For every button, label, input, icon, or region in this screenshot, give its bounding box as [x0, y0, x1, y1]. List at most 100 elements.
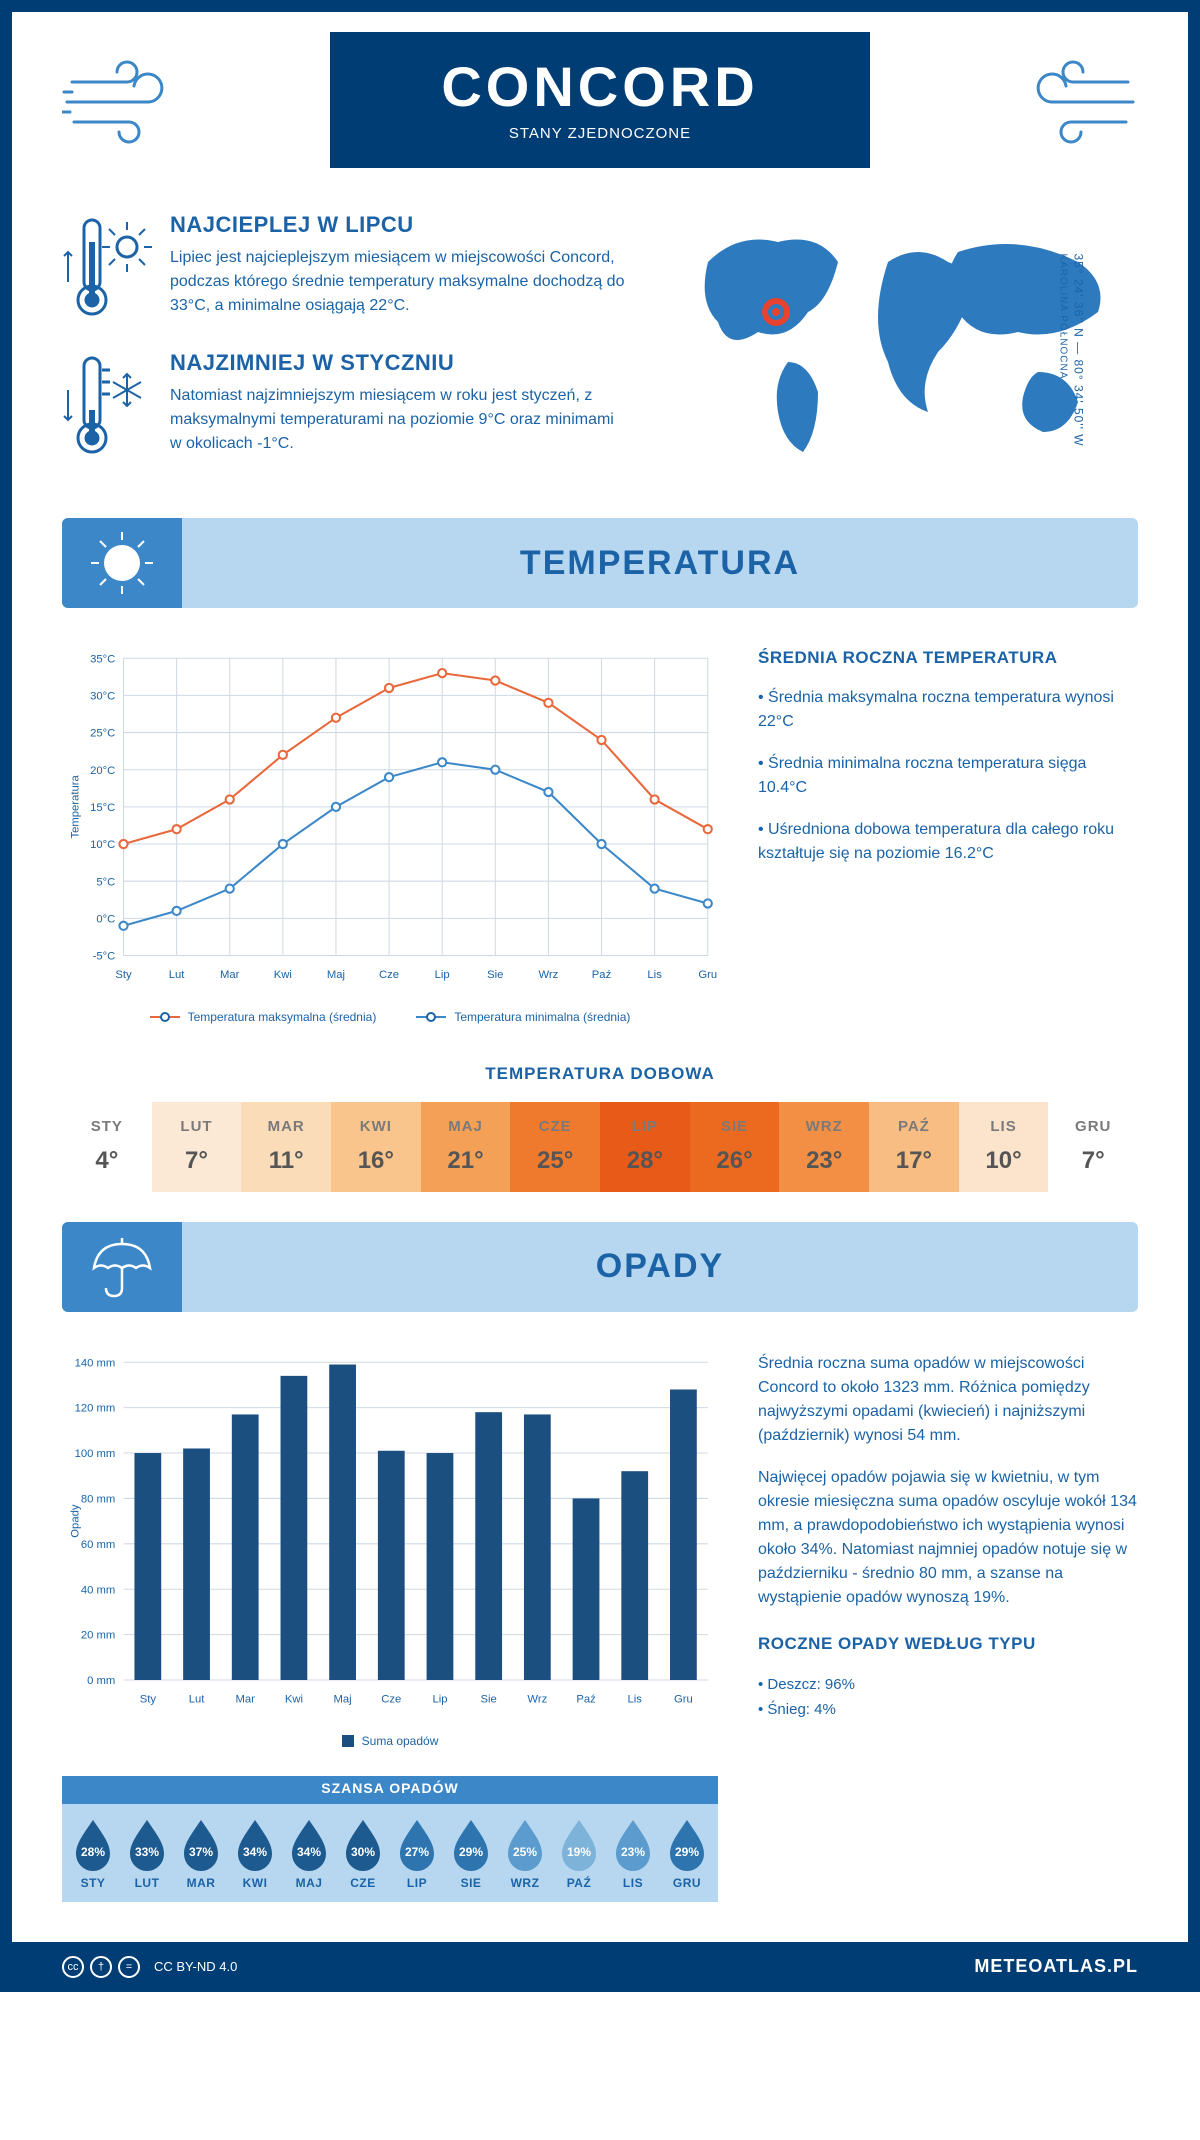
- daily-temp-title: TEMPERATURA DOBOWA: [62, 1064, 1138, 1084]
- svg-text:Lip: Lip: [435, 969, 450, 981]
- svg-text:28%: 28%: [81, 1845, 105, 1859]
- world-map: 35° 24' 36'' N — 80° 34' 50'' W KAROLINA…: [658, 212, 1138, 488]
- rain-chance-drop: 33% LUT: [120, 1816, 174, 1890]
- fact-text: Natomiast najzimniejszym miesiącem w rok…: [170, 384, 628, 456]
- svg-text:20°C: 20°C: [90, 765, 115, 777]
- daily-temp-cell: MAJ21°: [421, 1102, 511, 1192]
- rain-chance-drop: 23% LIS: [606, 1816, 660, 1890]
- fact-warmest: NAJCIEPLEJ W LIPCU Lipiec jest najcieple…: [62, 212, 628, 322]
- bullet: • Średnia minimalna roczna temperatura s…: [758, 752, 1138, 800]
- daily-temp-cell: CZE25°: [510, 1102, 600, 1192]
- daily-temp-cell: MAR11°: [241, 1102, 331, 1192]
- section-title: OPADY: [182, 1247, 1138, 1286]
- thermometer-cold-icon: [62, 350, 152, 460]
- svg-text:5°C: 5°C: [96, 876, 115, 888]
- bullet: • Śnieg: 4%: [758, 1697, 1138, 1723]
- svg-text:120 mm: 120 mm: [75, 1402, 116, 1414]
- daily-temp-cell: STY4°: [62, 1102, 152, 1192]
- precipitation-bar-chart: 0 mm20 mm40 mm60 mm80 mm100 mm120 mm140 …: [62, 1352, 718, 1721]
- rain-chance-drop: 29% SIE: [444, 1816, 498, 1890]
- fact-coldest: NAJZIMNIEJ W STYCZNIU Natomiast najzimni…: [62, 350, 628, 460]
- daily-temp-cell: GRU7°: [1048, 1102, 1138, 1192]
- rain-chance-title: SZANSA OPADÓW: [62, 1776, 718, 1804]
- svg-text:35°C: 35°C: [90, 653, 115, 665]
- title-banner: CONCORD STANY ZJEDNOCZONE: [330, 32, 870, 168]
- rain-chance-drop: 29% GRU: [660, 1816, 714, 1890]
- temperature-summary: ŚREDNIA ROCZNA TEMPERATURA • Średnia mak…: [758, 648, 1138, 1024]
- svg-text:80 mm: 80 mm: [81, 1493, 115, 1505]
- svg-text:34%: 34%: [297, 1845, 321, 1859]
- svg-text:37%: 37%: [189, 1845, 213, 1859]
- svg-text:Paź: Paź: [576, 1693, 596, 1705]
- rain-chance-drop: 27% LIP: [390, 1816, 444, 1890]
- country-subtitle: STANY ZJEDNOCZONE: [340, 125, 860, 142]
- svg-text:Cze: Cze: [381, 1693, 401, 1705]
- svg-text:Lut: Lut: [189, 1693, 206, 1705]
- rain-chance-drop: 25% WRZ: [498, 1816, 552, 1890]
- svg-text:40 mm: 40 mm: [81, 1584, 115, 1596]
- svg-text:140 mm: 140 mm: [75, 1357, 116, 1369]
- svg-text:Lip: Lip: [432, 1693, 447, 1705]
- section-title: TEMPERATURA: [182, 544, 1138, 583]
- svg-text:Wrz: Wrz: [538, 969, 558, 981]
- svg-text:Lis: Lis: [647, 969, 662, 981]
- license-badge: cc † = CC BY-ND 4.0: [62, 1956, 237, 1978]
- bullet: • Uśredniona dobowa temperatura dla całe…: [758, 818, 1138, 866]
- svg-text:25%: 25%: [513, 1845, 537, 1859]
- svg-text:Wrz: Wrz: [527, 1693, 547, 1705]
- wind-icon: [62, 52, 182, 152]
- thermometer-hot-icon: [62, 212, 152, 322]
- cc-icon: cc: [62, 1956, 84, 1978]
- svg-text:34%: 34%: [243, 1845, 267, 1859]
- rain-chance-panel: SZANSA OPADÓW 28% STY 33% LUT 37% MAR 34…: [62, 1776, 718, 1902]
- svg-text:Temperatura: Temperatura: [69, 775, 81, 839]
- svg-text:Opady: Opady: [69, 1504, 81, 1538]
- chart-legend: Suma opadów: [62, 1734, 718, 1748]
- daily-temp-cell: SIE26°: [690, 1102, 780, 1192]
- daily-temp-cell: WRZ23°: [779, 1102, 869, 1192]
- svg-text:Sty: Sty: [140, 1693, 157, 1705]
- daily-temp-cell: LIS10°: [959, 1102, 1049, 1192]
- svg-text:33%: 33%: [135, 1845, 159, 1859]
- svg-text:15°C: 15°C: [90, 802, 115, 814]
- svg-text:-5°C: -5°C: [93, 951, 116, 963]
- svg-text:Sie: Sie: [481, 1693, 497, 1705]
- city-title: CONCORD: [340, 54, 860, 119]
- svg-text:0°C: 0°C: [96, 913, 115, 925]
- temperature-line-chart: -5°C0°C5°C10°C15°C20°C25°C30°C35°CStyLut…: [62, 648, 718, 997]
- svg-text:Cze: Cze: [379, 969, 399, 981]
- umbrella-icon: [87, 1232, 157, 1302]
- svg-text:30°C: 30°C: [90, 691, 115, 703]
- precipitation-summary: Średnia roczna suma opadów w miejscowośc…: [758, 1352, 1138, 1902]
- header: CONCORD STANY ZJEDNOCZONE: [62, 32, 1138, 192]
- by-icon: †: [90, 1956, 112, 1978]
- section-header-temperature: TEMPERATURA: [62, 518, 1138, 608]
- fact-text: Lipiec jest najcieplejszym miesiącem w m…: [170, 246, 628, 318]
- svg-text:Mar: Mar: [236, 1693, 256, 1705]
- svg-text:Mar: Mar: [220, 969, 240, 981]
- svg-text:100 mm: 100 mm: [75, 1448, 116, 1460]
- rain-chance-drop: 34% KWI: [228, 1816, 282, 1890]
- svg-text:29%: 29%: [459, 1845, 483, 1859]
- rain-chance-drop: 37% MAR: [174, 1816, 228, 1890]
- chart-legend: Temperatura maksymalna (średnia) Tempera…: [62, 1010, 718, 1024]
- bullet: • Deszcz: 96%: [758, 1672, 1138, 1698]
- svg-text:Sty: Sty: [115, 969, 132, 981]
- bullet: • Średnia maksymalna roczna temperatura …: [758, 686, 1138, 734]
- daily-temp-cell: LIP28°: [600, 1102, 690, 1192]
- svg-text:30%: 30%: [351, 1845, 375, 1859]
- svg-text:Kwi: Kwi: [285, 1693, 303, 1705]
- wind-icon: [1018, 52, 1138, 152]
- svg-text:29%: 29%: [675, 1845, 699, 1859]
- svg-text:Gru: Gru: [674, 1693, 693, 1705]
- svg-text:0 mm: 0 mm: [87, 1675, 115, 1687]
- svg-text:Maj: Maj: [334, 1693, 352, 1705]
- fact-title: NAJZIMNIEJ W STYCZNIU: [170, 350, 628, 376]
- svg-text:19%: 19%: [567, 1845, 591, 1859]
- coordinates: 35° 24' 36'' N — 80° 34' 50'' W KAROLINA…: [1057, 253, 1085, 446]
- rain-chance-drop: 30% CZE: [336, 1816, 390, 1890]
- svg-text:10°C: 10°C: [90, 839, 115, 851]
- svg-text:25°C: 25°C: [90, 728, 115, 740]
- svg-text:23%: 23%: [621, 1845, 645, 1859]
- rain-chance-drop: 28% STY: [66, 1816, 120, 1890]
